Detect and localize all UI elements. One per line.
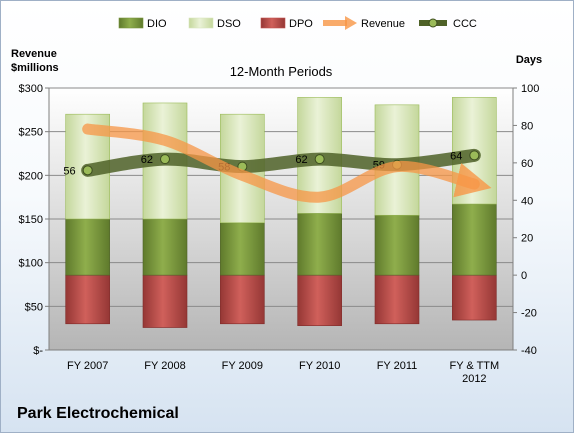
dio-bar: [65, 218, 110, 276]
dpo-bar: [142, 274, 188, 328]
dpo-bar: [65, 274, 110, 325]
right-tick-label: 20: [521, 233, 533, 245]
left-tick-label: $250: [19, 127, 43, 139]
left-axis-title-line2: $millions: [11, 62, 59, 74]
ccc-point: [82, 165, 93, 176]
dio-bar: [297, 213, 342, 276]
right-tick-label: 40: [521, 195, 533, 207]
legend-label-dio: DIO: [147, 18, 167, 30]
dio-bar: [220, 222, 265, 276]
right-axis-title: Days: [516, 54, 542, 66]
x-tick-label: FY & TTM: [449, 360, 499, 372]
right-tick-label: -40: [521, 345, 537, 357]
legend-swatch-dio: [118, 17, 144, 29]
ccc-data-label: 62: [295, 154, 307, 166]
x-tick-label: FY 2009: [222, 360, 263, 372]
dpo-bar: [220, 274, 265, 325]
right-tick-label: 80: [521, 120, 533, 132]
chart-subtitle: 12-Month Periods: [230, 64, 333, 79]
x-tick-label: FY 2007: [67, 360, 108, 372]
left-tick-label: $200: [19, 170, 43, 182]
right-tick-label: 0: [521, 270, 527, 282]
revenue-legend-arrowhead: [345, 16, 357, 30]
dio-bar: [142, 218, 188, 276]
revenue-line: [82, 123, 492, 203]
left-tick-label: $-: [33, 345, 43, 357]
x-tick-label: FY 2008: [144, 360, 185, 372]
left-axis-title-line1: Revenue: [11, 48, 57, 60]
legend-swatch-dpo: [260, 17, 286, 29]
ccc-legend-marker: [428, 18, 438, 28]
ccc-data-label: 56: [63, 165, 75, 177]
ccc-data-label: 64: [450, 150, 462, 162]
legend: DIO DSO DPO Revenue CCC: [118, 16, 477, 30]
left-tick-label: $300: [19, 83, 43, 95]
legend-swatch-dso: [188, 17, 214, 29]
x-tick-label: 2012: [462, 373, 486, 385]
dio-bar: [452, 203, 497, 276]
dio-bar: [374, 214, 420, 276]
right-tick-label: 60: [521, 158, 533, 170]
left-tick-label: $150: [19, 214, 43, 226]
legend-label-revenue: Revenue: [361, 18, 405, 30]
company-name: Park Electrochemical: [17, 405, 179, 422]
x-tick-label: FY 2010: [299, 360, 340, 372]
x-tick-label: FY 2011: [377, 360, 418, 372]
left-tick-label: $50: [25, 301, 43, 313]
ccc-data-label: 62: [141, 154, 153, 166]
dpo-bar: [452, 274, 497, 321]
axes: $- $50 $100 $150 $200 $250 $300 -40 -20 0 20 40 60 80…: [19, 83, 540, 385]
right-tick-label: 100: [521, 83, 539, 95]
dpo-bar: [297, 274, 342, 326]
legend-label-ccc: CCC: [453, 18, 477, 30]
legend-label-dso: DSO: [217, 18, 241, 30]
ccc-point: [160, 154, 170, 165]
right-tick-label: -20: [521, 308, 537, 320]
left-tick-label: $100: [19, 258, 43, 270]
ccc-point: [314, 154, 325, 165]
legend-label-dpo: DPO: [289, 18, 313, 30]
ccc-point: [469, 150, 480, 161]
dpo-bar: [374, 274, 420, 325]
